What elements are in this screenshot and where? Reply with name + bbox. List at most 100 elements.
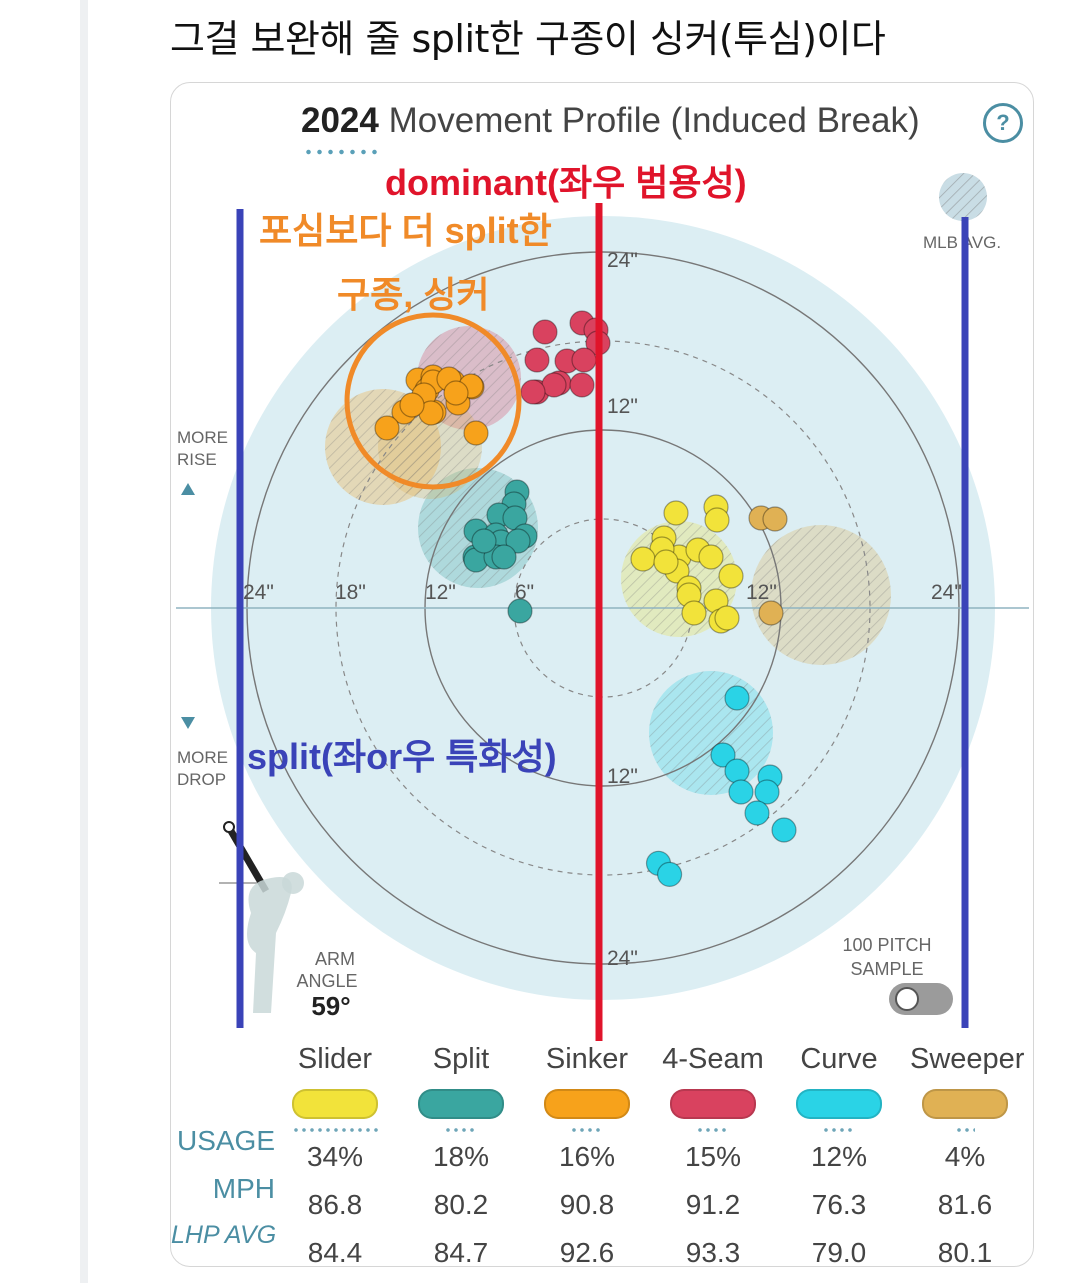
help-icon[interactable]: ? (983, 103, 1023, 143)
usage-dots (444, 1127, 478, 1133)
pitch-point-slider (718, 563, 744, 589)
arm-angle-pivot (223, 821, 235, 833)
pitch-usage: 18% (432, 1141, 490, 1172)
pitch-point-sweeper (762, 506, 788, 532)
mph-row-label: MPH (212, 1173, 275, 1204)
more-drop-label-2: DROP (177, 770, 226, 789)
pitch-point-4-seam (532, 319, 558, 345)
legend-item-slider[interactable]: Slider 34% 86.8 84.4 (280, 1041, 390, 1267)
sample-toggle-knob (895, 987, 919, 1011)
more-drop-label: MORE (177, 748, 228, 767)
pitch-name: 4-Seam (662, 1043, 764, 1075)
pitch-point-curve (724, 685, 750, 711)
pitch-usage: 34% (306, 1141, 364, 1172)
usage-dots (696, 1127, 730, 1133)
pitch-point-curve (728, 779, 754, 805)
legend-item-curve[interactable]: Curve 12% 76.3 79.0 (784, 1041, 894, 1267)
more-rise-label: MORE (177, 428, 228, 447)
mlb-avg-hatch-curve (649, 671, 773, 795)
label-top-24: 24" (607, 249, 638, 272)
pitch-point-sinker (374, 415, 400, 441)
label-right-12: 12" (746, 581, 777, 604)
pitch-point-curve (657, 861, 683, 888)
usage-dots (292, 1127, 378, 1133)
pitch-point-4-seam (541, 372, 567, 398)
legend-item-split[interactable]: Split 18% 80.2 84.7 (406, 1041, 516, 1267)
usage-row-label: USAGE (176, 1125, 275, 1156)
pitch-point-slider (653, 549, 679, 575)
year-selector-underline[interactable] (303, 148, 381, 156)
card-title: 2024 Movement Profile (Induced Break) (301, 101, 920, 141)
pitch-mph: 91.2 (685, 1189, 741, 1220)
sinker-highlight-circle (344, 312, 522, 490)
arm-angle-value: 59° (311, 991, 350, 1021)
split-annotation: split(좌or우 특화성) (247, 736, 557, 777)
pitch-point-sinker (399, 392, 425, 418)
sample-toggle-label: 100 PITCH (842, 935, 931, 955)
pitcher-silhouette-icon (247, 877, 292, 1013)
label-left-18: 18" (335, 581, 366, 604)
pitch-point-4-seam (569, 372, 595, 398)
sinker-annotation-line2: 구종, 싱커 (337, 274, 489, 315)
pitch-lhp-avg: 79.0 (811, 1237, 867, 1267)
label-left-6: 6" (515, 581, 534, 604)
pitch-color-swatch[interactable] (796, 1089, 882, 1119)
pitcher-head-icon (282, 872, 304, 894)
pitch-name: Curve (800, 1043, 878, 1075)
pitch-mph: 90.8 (559, 1189, 615, 1220)
legend-item-sinker[interactable]: Sinker 16% 90.8 92.6 (532, 1041, 642, 1266)
pitch-point-split (491, 544, 517, 570)
dominant-annotation: dominant(좌우 범용성) (385, 162, 747, 203)
left-margin-bar (80, 0, 88, 1283)
sample-toggle-label-2: SAMPLE (850, 959, 923, 979)
pitch-color-swatch[interactable] (544, 1089, 630, 1119)
pitch-name: Slider (297, 1043, 373, 1075)
mlb-avg-hatch-sweeper (751, 525, 891, 665)
pitch-point-slider (704, 507, 730, 533)
pitch-lhp-avg: 84.7 (433, 1237, 489, 1267)
label-bottom-12: 12" (607, 765, 638, 788)
pitch-point-sweeper (758, 600, 784, 626)
pitch-mph: 86.8 (307, 1189, 363, 1220)
legend-item-4-seam[interactable]: 4-Seam 15% 91.2 93.3 (658, 1041, 768, 1267)
pitch-lhp-avg: 84.4 (307, 1237, 363, 1267)
pitch-usage: 12% (810, 1141, 868, 1172)
pitch-mph: 81.6 (937, 1189, 993, 1220)
pitch-point-split (505, 528, 531, 554)
pitch-color-swatch[interactable] (670, 1089, 756, 1119)
post-heading: 그걸 보완해 줄 split한 구종이 싱커(투심)이다 (170, 17, 886, 61)
pitch-point-slider (698, 544, 724, 570)
movement-chart: 24" 12" 24" 18" 12" 6" 12" 24" 12" 24" MORE RISE MOR… (176, 162, 1029, 1041)
pitch-point-4-seam (571, 347, 597, 373)
more-rise-label-2: RISE (177, 450, 217, 469)
pitch-point-slider (663, 500, 689, 526)
pitch-name: Sinker (545, 1043, 629, 1075)
lhp-avg-row-label: LHP AVG (171, 1221, 277, 1249)
arm-angle-label-2: ANGLE (296, 971, 357, 991)
pitch-mph: 80.2 (433, 1189, 489, 1220)
pitch-color-swatch[interactable] (418, 1089, 504, 1119)
usage-dots (822, 1127, 856, 1133)
pitch-color-swatch[interactable] (292, 1089, 378, 1119)
label-top-12: 12" (607, 395, 638, 418)
legend-item-sweeper[interactable]: Sweeper 4% 81.6 80.1 (910, 1041, 1025, 1267)
pitch-point-sinker (443, 380, 469, 406)
arm-angle-label: ARM (315, 949, 355, 969)
pitch-color-swatch[interactable] (922, 1089, 1008, 1119)
title-text: Movement Profile (Induced Break) (388, 101, 920, 140)
pitch-point-slider (714, 605, 740, 631)
title-year: 2024 (301, 101, 379, 140)
movement-profile-card: 2024 Movement Profile (Induced Break) ? … (170, 82, 1034, 1267)
pitch-point-slider (681, 600, 707, 626)
usage-dots (955, 1127, 975, 1133)
pitch-point-4-seam (524, 347, 550, 373)
pitch-lhp-avg: 80.1 (937, 1237, 993, 1267)
pitch-lhp-avg: 93.3 (685, 1237, 741, 1267)
pitch-point-curve (724, 758, 750, 784)
pitch-usage: 15% (684, 1141, 742, 1172)
sinker-annotation-line1: 포심보다 더 split한 (259, 210, 552, 251)
pitch-legend: USAGE MPH LHP AVG Slider 34% 86.8 84.4 Split… (171, 1041, 1033, 1266)
rise-arrow-icon (181, 483, 195, 495)
pitch-point-curve (710, 742, 736, 768)
pitch-name: Sweeper (910, 1043, 1025, 1075)
